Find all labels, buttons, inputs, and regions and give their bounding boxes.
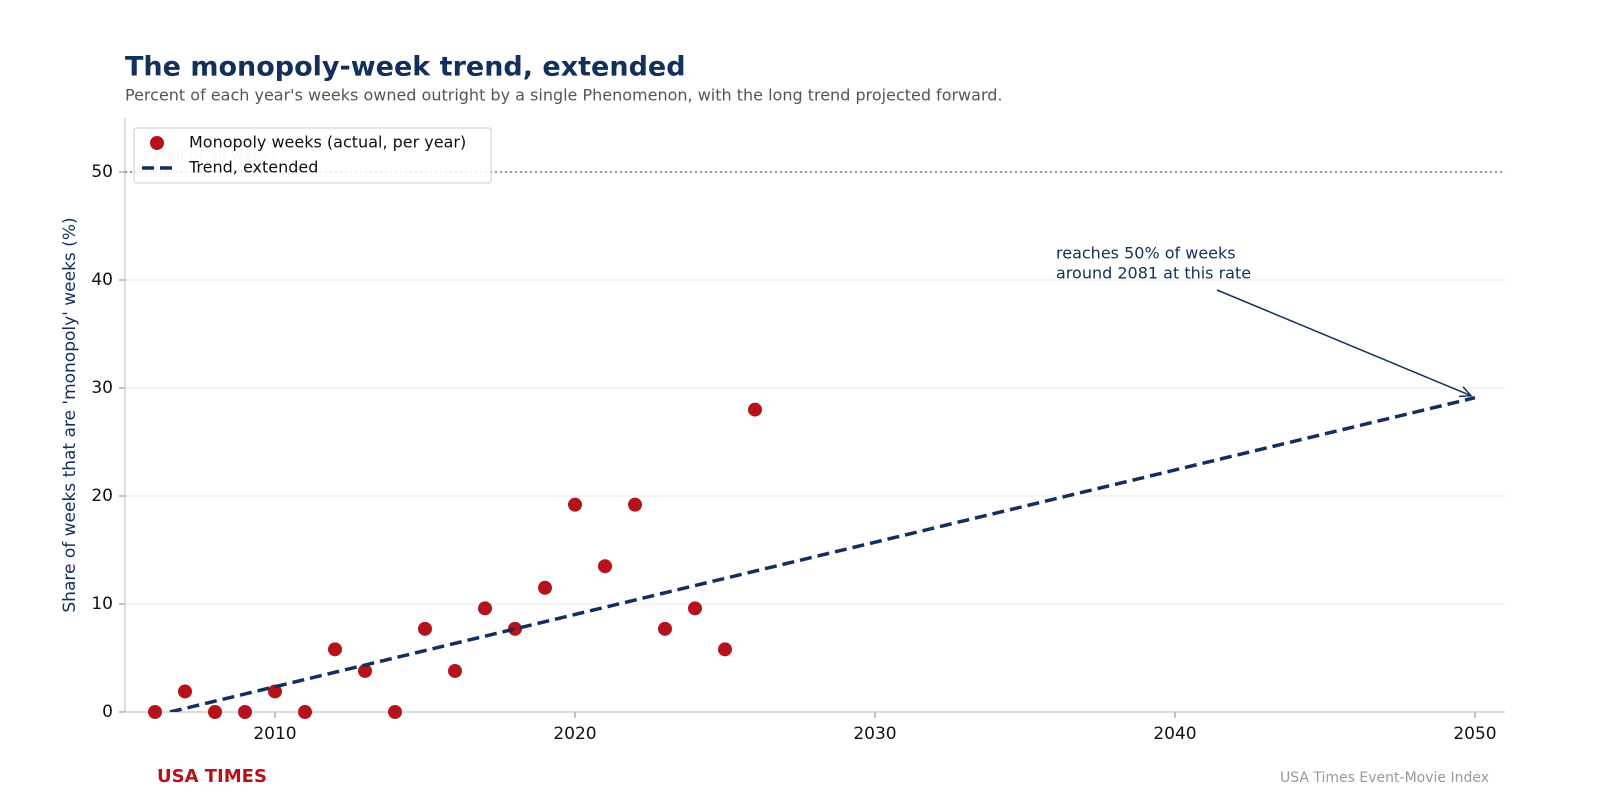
source: USA Times Event-Movie Index <box>1280 770 1489 786</box>
scatter-point <box>268 684 282 699</box>
scatter-point <box>688 601 702 616</box>
x-tick-label: 2010 <box>253 724 296 744</box>
x-tick-label: 2040 <box>1153 724 1196 744</box>
y-tick-label: 20 <box>91 486 113 506</box>
scatter-point <box>718 642 732 657</box>
legend-marker <box>150 136 164 150</box>
legend-label: Monopoly weeks (actual, per year) <box>189 133 466 152</box>
scatter-point <box>178 684 192 699</box>
y-tick-label: 0 <box>102 702 113 722</box>
scatter-point <box>538 580 552 595</box>
scatter-point <box>628 497 642 512</box>
scatter-point <box>328 642 342 657</box>
trend-line <box>169 396 1476 712</box>
annotation-text: around 2081 at this rate <box>1056 264 1251 283</box>
scatter-point <box>148 705 162 719</box>
scatter-point <box>208 705 222 719</box>
scatter-point <box>298 705 312 719</box>
scatter-point <box>478 601 492 616</box>
scatter-point <box>658 621 672 636</box>
scatter-point <box>748 402 762 417</box>
scatter-point <box>238 705 252 719</box>
scatter-point <box>388 705 402 719</box>
chart-title: The monopoly-week trend, extended <box>125 52 686 83</box>
y-tick-label: 40 <box>91 270 113 290</box>
x-tick-label: 2020 <box>553 724 596 744</box>
scatter-point <box>598 559 612 574</box>
scatter-point <box>418 621 432 636</box>
chart-subtitle: Percent of each year's weeks owned outri… <box>125 86 1002 105</box>
y-tick-label: 30 <box>91 378 113 398</box>
scatter-point <box>508 621 522 636</box>
legend-label: Trend, extended <box>188 158 318 177</box>
scatter-point <box>448 663 462 678</box>
annotation-text: reaches 50% of weeks <box>1056 244 1236 263</box>
y-tick-label: 50 <box>91 162 113 182</box>
x-tick-label: 2030 <box>853 724 896 744</box>
scatter-point <box>568 497 582 512</box>
annotation-arrow <box>1216 289 1472 397</box>
legend: Monopoly weeks (actual, per year) Trend, … <box>133 127 492 184</box>
y-tick-label: 10 <box>91 594 113 614</box>
scatter-point <box>358 663 372 678</box>
x-tick-label: 2050 <box>1453 724 1496 744</box>
arrow-head <box>1458 386 1473 398</box>
brand: USA TIMES <box>157 766 267 787</box>
legend-box <box>133 127 492 184</box>
y-axis-label: Share of weeks that are 'monopoly' weeks… <box>60 217 80 612</box>
